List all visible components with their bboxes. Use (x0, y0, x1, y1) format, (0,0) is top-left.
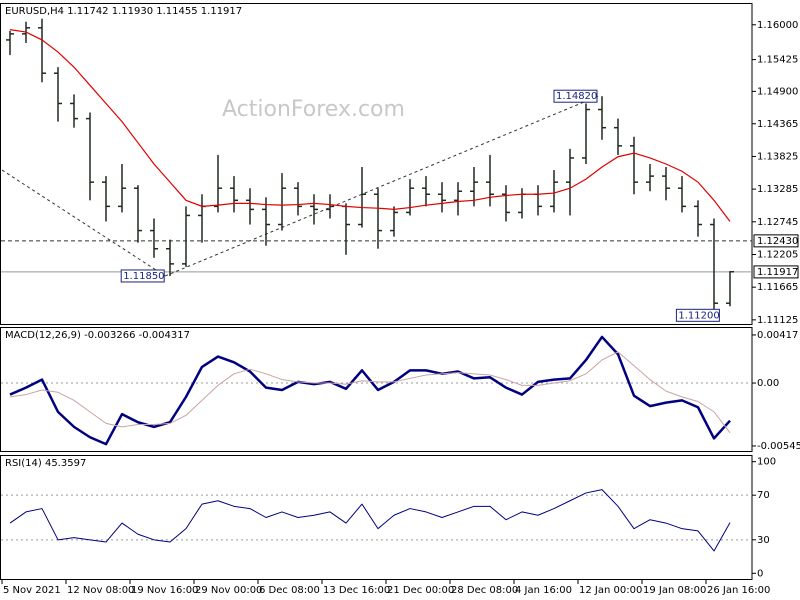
x-tick-label: 29 Nov 00:00 (195, 585, 262, 596)
panel-title: EURUSD,H4 1.11742 1.11930 1.11455 1.1191… (5, 6, 242, 17)
annotation-box (553, 89, 598, 103)
y-tick-label: 70 (757, 490, 770, 501)
y-tick-label: 1.11665 (757, 282, 798, 293)
level-label-box (753, 265, 799, 279)
panel-title: MACD(12,26,9) -0.003266 -0.004317 (5, 330, 190, 341)
annotation-label: 1.14820 (556, 91, 597, 102)
level-label: 1.12430 (757, 236, 798, 247)
y-tick-label: 0 (757, 568, 763, 579)
x-tick-label: 26 Jan 16:00 (707, 585, 770, 596)
y-tick-label: -0.005456 (757, 441, 800, 452)
trend-line (1, 169, 166, 277)
y-tick-label: 1.16000 (757, 20, 798, 31)
annotation-label: 1.11200 (678, 310, 719, 321)
y-tick-label: 30 (757, 535, 770, 546)
indicator-line (9, 351, 731, 434)
x-tick-label: 12 Nov 08:00 (67, 585, 134, 596)
y-tick-label: 1.11125 (757, 315, 798, 326)
x-tick-label: 13 Dec 16:00 (323, 585, 390, 596)
y-tick-label: 1.14900 (757, 86, 798, 97)
annotation-label: 1.11850 (123, 271, 164, 282)
indicator-line (9, 335, 731, 446)
watermark: ActionForex.com (222, 97, 405, 122)
y-tick-label: 1.15425 (757, 55, 798, 66)
y-tick-label: 100 (757, 457, 776, 468)
y-tick-label: 0.00 (757, 378, 779, 389)
trend-line (165, 95, 599, 277)
x-tick-label: 19 Nov 16:00 (131, 585, 198, 596)
indicator-line (9, 489, 731, 552)
x-tick-label: 12 Jan 00:00 (579, 585, 642, 596)
y-tick-label: 0.00417 (757, 330, 798, 341)
x-tick-label: 5 Nov 2021 (3, 585, 61, 596)
x-tick-label: 19 Jan 08:00 (643, 585, 706, 596)
y-tick-label: 1.13825 (757, 151, 798, 162)
level-label: 1.11917 (757, 267, 798, 278)
x-tick-label: 4 Jan 16:00 (515, 585, 572, 596)
panel-title: RSI(14) 45.3597 (5, 458, 86, 469)
y-tick-label: 1.14365 (757, 119, 798, 130)
x-tick-label: 21 Dec 00:00 (387, 585, 454, 596)
panel-frame (0, 455, 753, 580)
panel-frame (0, 327, 753, 452)
y-tick-label: 1.12745 (757, 217, 798, 228)
x-tick-label: 28 Dec 08:00 (451, 585, 518, 596)
y-tick-label: 1.12205 (757, 249, 798, 260)
panel-frame (0, 3, 753, 325)
annotation-box (120, 269, 165, 283)
moving-average (9, 29, 731, 222)
y-tick-label: 1.13285 (757, 184, 798, 195)
level-label-box (753, 234, 799, 248)
x-tick-label: 6 Dec 08:00 (259, 585, 320, 596)
annotation-box (675, 308, 720, 322)
